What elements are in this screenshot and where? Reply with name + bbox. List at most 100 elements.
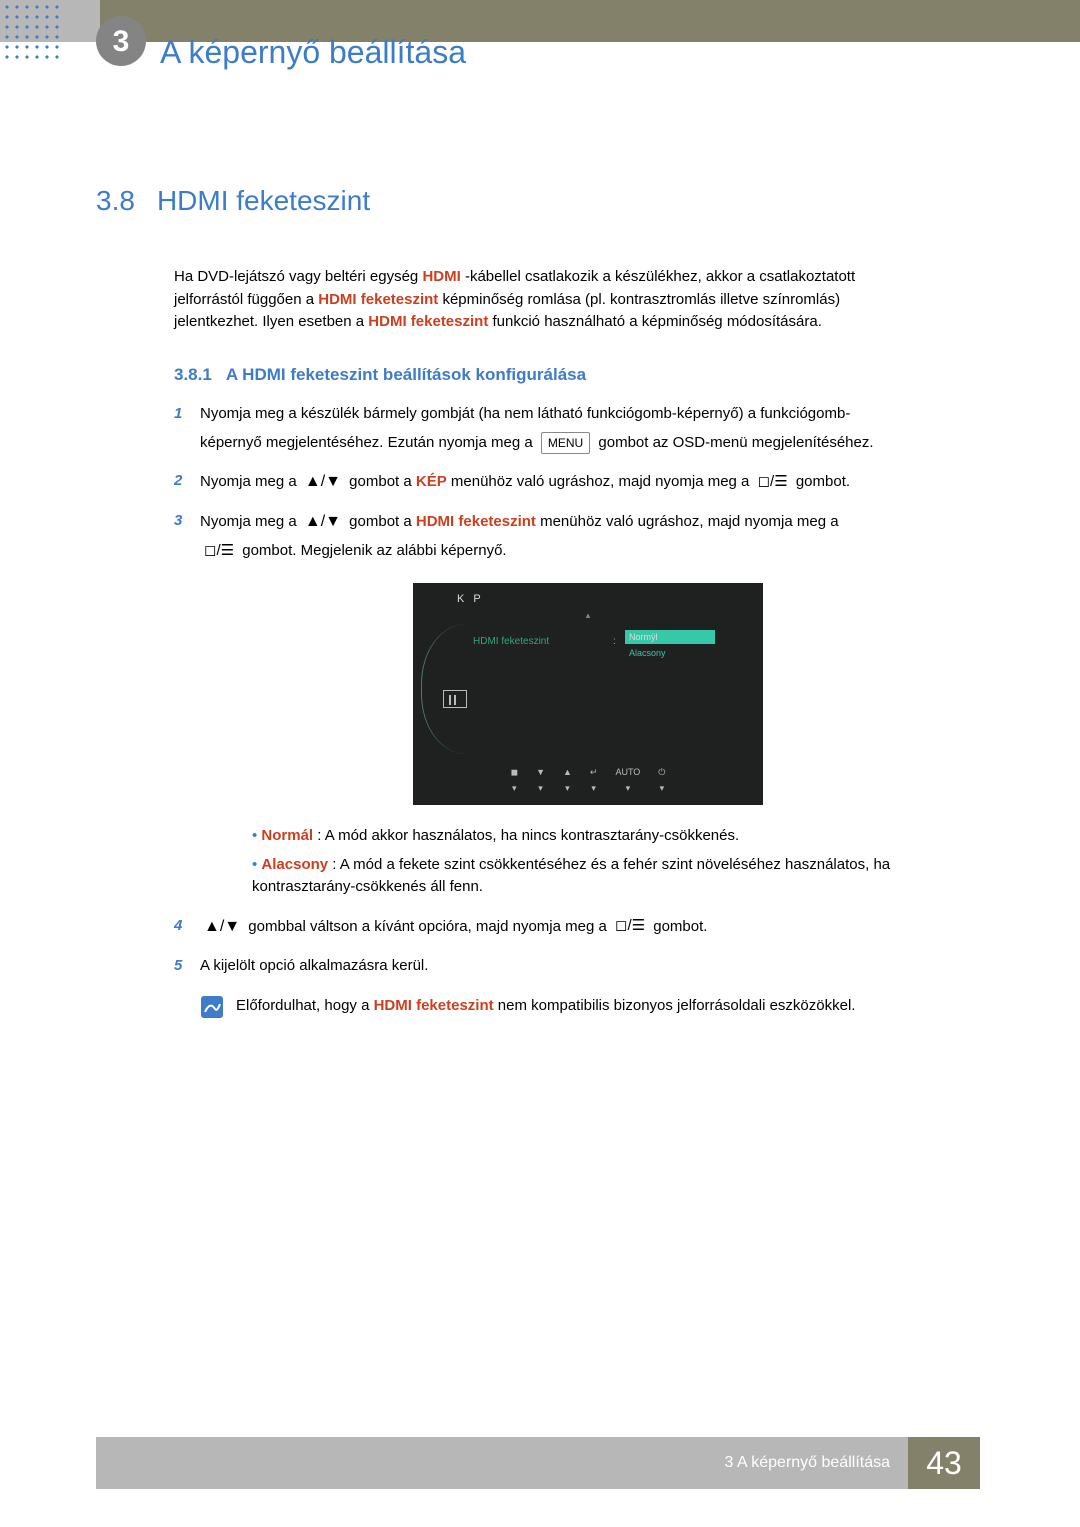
osd-body: HDMI feketeszint : Normÿl Alacsony [413,620,763,760]
osd-screenshot: K P ▴ HDMI feketeszint : Normÿl Alacsony… [413,583,763,806]
bullet-low: Alacsony : A mód a fekete szint csökkent… [226,854,976,899]
note-pre: Előfordulhat, hogy a [236,997,374,1014]
page-footer: 3 A képernyő beállítása 43 [96,1437,980,1489]
intro-1-post: -kábellel csatlakozik a készülékhez, akk… [465,268,855,285]
osd-option-normal: Normÿl [625,630,715,644]
step-5: 5 A kijelölt opció alkalmazásra kerül. [174,955,976,978]
step-list: 1 Nyomja meg a készülék bármely gombját … [174,403,976,977]
step-3-b: gombot a [349,513,416,530]
intro-1-pre: Ha DVD-lejátszó vagy beltéri egység [174,268,422,285]
enter-icon: ◻/☰ [204,540,234,563]
step-num: 4 [174,915,182,938]
subsection-number: 3.8.1 [174,362,212,388]
intro-paragraph: Ha DVD-lejátszó vagy beltéri egység HDMI… [174,266,976,334]
step-4: 4 ▲/▼ gombbal váltson a kívánt opcióra, … [174,915,976,939]
osd-colon: : [613,634,616,649]
step-5-text: A kijelölt opció alkalmazásra kerül. [200,957,428,974]
osd-footer-icon: ↵ [590,766,598,780]
up-down-icon: ▲/▼ [305,470,341,494]
osd-footer-arrow: ▾ [660,782,665,796]
step-num: 1 [174,403,182,426]
intro-2-pre: jelforrástól függően a [174,291,318,308]
step-3: 3 Nyomja meg a ▲/▼ gombot a HDMI feketes… [174,510,976,899]
osd-footer-col: AUTO ▾ [615,766,640,795]
chapter-number: 3 [113,19,130,64]
section-title: HDMI feketeszint [157,180,370,222]
up-down-icon: ▲/▼ [305,510,341,534]
kw-low: Alacsony [261,856,328,873]
note-post: nem kompatibilis bizonyos jelforrásoldal… [498,997,856,1014]
osd-footer-icon: ⏻ [658,766,665,780]
bullet-low-text-1: : A mód a fekete szint csökkentéséhez és… [332,856,890,873]
step-1-b: képernyő megjelentéséhez. Ezután nyomja … [200,434,537,451]
kw-normal: Normál [261,827,313,844]
osd-footer-icon: AUTO [615,766,640,780]
menu-key-icon: MENU [541,432,590,454]
osd-footer-icon: ◼ [511,766,518,780]
osd-footer-arrow: ▾ [565,782,570,796]
osd-footer-col: ↵▾ [590,766,598,795]
up-down-icon: ▲/▼ [204,915,240,939]
osd-footer-col: ◼▾ [511,766,518,795]
step-1-a: Nyomja meg a készülék bármely gombját (h… [200,405,850,422]
osd-option-low: Alacsony [625,646,715,660]
subsection-heading: 3.8.1 A HDMI feketeszint beállítások kon… [174,362,976,388]
section-heading: 3.8 HDMI feketeszint [96,180,976,222]
step-2-c: menühöz való ugráshoz, majd nyomja meg a [451,473,754,490]
bullet-low-text-2: kontrasztarány-csökkenés áll fenn. [252,876,976,899]
note-icon [200,995,224,1019]
intro-3-pre: jelentkezhet. Ilyen esetben a [174,313,368,330]
bullet-normal-text: : A mód akkor használatos, ha nincs kont… [317,827,739,844]
chapter-number-circle: 3 [96,16,146,66]
osd-footer-col: ⏻▾ [658,766,665,795]
step-1-c: gombot az OSD-menü megjelenítéséhez. [598,434,873,451]
step-2-d: gombot. [796,473,850,490]
osd-footer-icon: ▼ [536,766,545,780]
note-row: Előfordulhat, hogy a HDMI feketeszint ne… [200,995,976,1019]
step-4-b: gombot. [653,918,707,935]
bullet-list: Normál : A mód akkor használatos, ha nin… [226,825,976,899]
kw-note-hdmi-black: HDMI feketeszint [374,997,494,1014]
enter-icon: ◻/☰ [758,471,788,494]
enter-icon: ◻/☰ [615,915,645,938]
osd-up-mark: ▴ [413,611,763,620]
osd-footer-col: ▲▾ [563,766,572,795]
kw-kep: KÉP [416,473,447,490]
page-title: A képernyő beállítása [160,28,466,76]
kw-hdmi-black-step3: HDMI feketeszint [416,513,536,530]
intro-3-post: funkció használható a képminőség módosít… [493,313,822,330]
note-text: Előfordulhat, hogy a HDMI feketeszint ne… [236,995,855,1018]
step-2: 2 Nyomja meg a ▲/▼ gombot a KÉP menühöz … [174,470,976,494]
step-1: 1 Nyomja meg a készülék bármely gombját … [174,403,976,454]
step-2-b: gombot a [349,473,416,490]
osd-footer: ◼▾ ▼▾ ▲▾ ↵▾ AUTO▾ ⏻▾ [413,760,763,805]
step-num: 2 [174,470,182,493]
osd-footer-arrow: ▾ [538,782,543,796]
osd-footer-arrow: ▾ [591,782,596,796]
osd-item-label: HDMI feketeszint [473,634,549,649]
section-number: 3.8 [96,180,135,222]
intro-2-post: képminőség romlása (pl. kontrasztromlás … [442,291,840,308]
step-num: 3 [174,510,182,533]
footer-page-number: 43 [908,1437,980,1489]
step-3-a: Nyomja meg a [200,513,301,530]
step-3-c: menühöz való ugráshoz, majd nyomja meg a [540,513,839,530]
dotted-corner [0,0,62,62]
step-4-a: gombbal váltson a kívánt opcióra, majd n… [248,918,611,935]
osd-footer-arrow: ▾ [626,782,631,796]
content-area: 3.8 HDMI feketeszint Ha DVD-lejátszó vag… [96,180,976,1019]
osd-footer-col: ▼▾ [536,766,545,795]
subsection-title: A HDMI feketeszint beállítások konfigurá… [226,362,586,388]
step-2-a: Nyomja meg a [200,473,301,490]
footer-breadcrumb: 3 A képernyő beállítása [96,1437,908,1489]
kw-hdmi-black-1: HDMI feketeszint [318,291,438,308]
step-num: 5 [174,955,182,978]
kw-hdmi-black-2: HDMI feketeszint [368,313,488,330]
osd-footer-arrow: ▾ [512,782,517,796]
osd-title: K P [413,583,763,612]
step-3-d: gombot. Megjelenik az alábbi képernyő. [242,542,506,559]
osd-menu-category-icon [443,690,467,708]
bullet-normal: Normál : A mód akkor használatos, ha nin… [226,825,976,848]
osd-footer-icon: ▲ [563,766,572,780]
kw-hdmi: HDMI [422,268,460,285]
